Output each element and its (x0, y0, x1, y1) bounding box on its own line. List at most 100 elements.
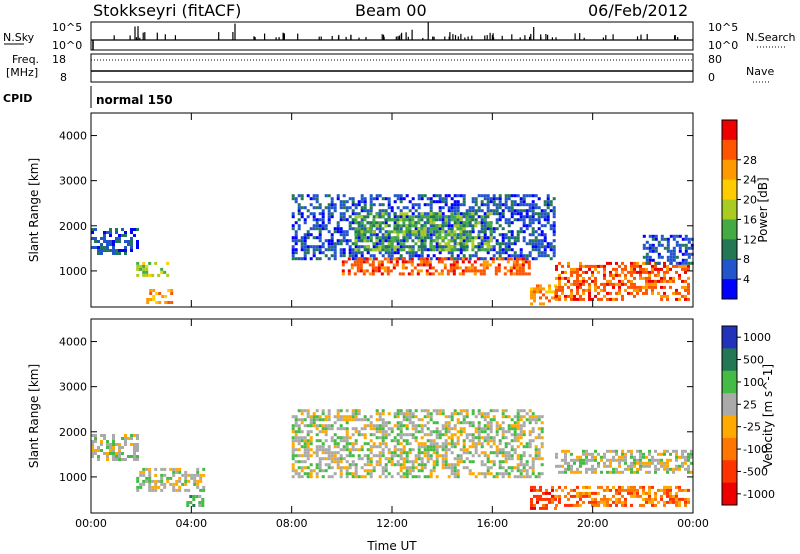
data-cell (450, 245, 454, 249)
data-cell (348, 451, 352, 455)
data-cell (456, 475, 460, 479)
data-cell (336, 221, 340, 225)
data-cell (363, 203, 367, 207)
data-cell (501, 209, 505, 213)
data-cell (615, 458, 618, 462)
data-cell (486, 466, 490, 470)
data-cell (570, 467, 573, 471)
data-cell (476, 257, 480, 261)
data-cell (648, 243, 652, 247)
data-cell (348, 245, 352, 249)
data-cell (663, 449, 666, 453)
data-cell (306, 230, 310, 234)
data-cell (330, 460, 334, 464)
data-cell (297, 224, 301, 228)
data-cell (594, 455, 597, 459)
data-cell (198, 504, 202, 507)
data-cell (489, 200, 493, 204)
data-cell (351, 221, 355, 225)
data-cell (657, 279, 660, 283)
data-cell (163, 485, 167, 489)
colorbar-tick-label: 28 (743, 154, 757, 167)
data-cell (429, 203, 433, 207)
data-cell (297, 436, 301, 440)
data-cell (356, 266, 360, 270)
data-cell (543, 233, 547, 237)
data-cell (312, 248, 316, 252)
data-cell (539, 494, 542, 498)
data-cell (336, 197, 340, 201)
data-cell (504, 203, 508, 207)
data-cell (483, 239, 487, 243)
data-cell (321, 430, 325, 434)
data-cell (315, 445, 319, 449)
data-cell (432, 221, 436, 225)
data-cell (540, 430, 544, 434)
data-cell (636, 291, 639, 295)
data-cell (486, 460, 490, 464)
data-cell (483, 418, 487, 422)
data-cell (410, 257, 414, 261)
data-cell (501, 427, 505, 431)
data-cell (369, 472, 373, 476)
data-cell (309, 197, 313, 201)
data-cell (500, 257, 504, 261)
data-cell (504, 442, 508, 446)
data-cell (636, 270, 639, 274)
data-cell (306, 251, 310, 255)
data-cell (474, 203, 478, 207)
data-cell (630, 491, 633, 495)
data-cell (507, 194, 511, 198)
data-cell (387, 212, 391, 216)
data-cell (408, 221, 412, 225)
data-cell (387, 203, 391, 207)
data-cell (378, 412, 382, 416)
data-cell (425, 260, 429, 264)
data-cell (456, 439, 460, 443)
data-cell (474, 251, 478, 255)
data-cell (453, 409, 457, 413)
data-cell (312, 451, 316, 455)
data-cell (594, 503, 597, 507)
data-cell (333, 248, 337, 252)
data-cell (564, 455, 567, 459)
data-cell (151, 273, 155, 277)
data-cell (558, 464, 561, 468)
data-cell (669, 467, 672, 471)
data-cell (420, 245, 424, 249)
data-cell (327, 415, 331, 419)
data-cell (459, 218, 463, 222)
data-cell (312, 212, 316, 216)
data-cell (321, 224, 325, 228)
data-cell (606, 470, 609, 474)
data-cell (363, 442, 367, 446)
data-cell (345, 472, 349, 476)
data-cell (417, 206, 421, 210)
data-cell (533, 503, 536, 507)
data-cell (534, 257, 538, 261)
data-cell (318, 230, 322, 234)
data-cell (498, 224, 502, 228)
data-cell (609, 464, 612, 468)
data-cell (384, 248, 388, 252)
data-cell (118, 237, 121, 240)
data-cell (300, 418, 304, 422)
data-cell (554, 506, 557, 510)
data-cell (327, 457, 331, 461)
data-cell (669, 261, 673, 265)
data-cell (315, 200, 319, 204)
data-cell (362, 269, 366, 273)
data-cell (300, 409, 304, 413)
data-cell (603, 500, 606, 504)
data-cell (396, 236, 400, 240)
data-cell (324, 451, 328, 455)
data-cell (558, 285, 561, 289)
data-cell (618, 488, 621, 492)
data-cell (684, 285, 687, 289)
data-cell (333, 460, 337, 464)
data-cell (130, 243, 133, 246)
data-cell (136, 488, 140, 492)
data-cell (456, 463, 460, 467)
data-cell (414, 427, 418, 431)
data-cell (321, 218, 325, 222)
